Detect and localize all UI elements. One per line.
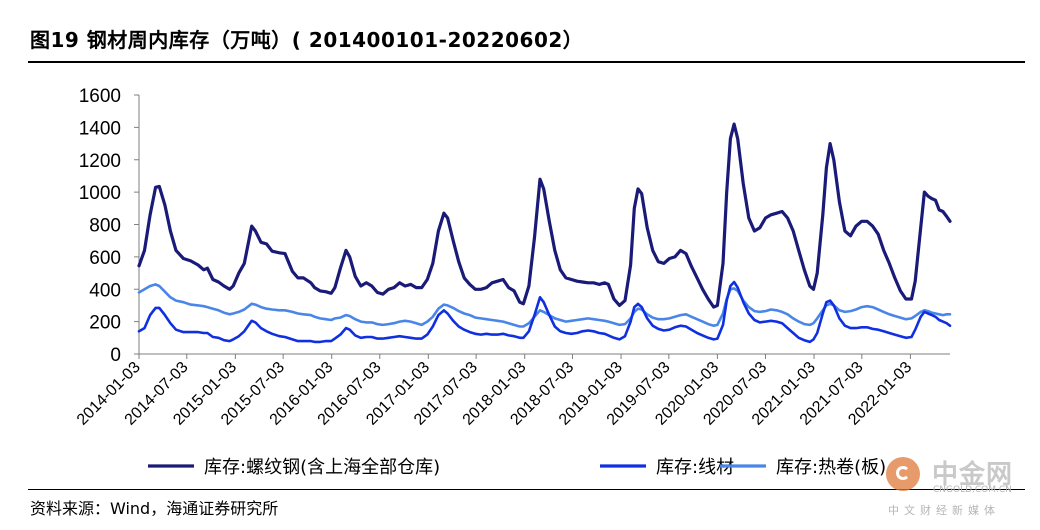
- y-tick-label: 1200: [79, 151, 121, 172]
- source-note: 资料来源：Wind，海通证券研究所: [30, 499, 279, 518]
- y-tick-label: 1000: [79, 183, 121, 204]
- footer-divider: [28, 489, 1025, 490]
- chart-axes: [138, 95, 950, 355]
- series-line-3: [137, 283, 952, 328]
- x-axis-ticks: 2014-01-032014-07-032015-01-032015-07-03…: [74, 354, 915, 429]
- y-axis-ticks: 0 200 400 600 800 1000 1200 1400 1600: [79, 86, 139, 366]
- chart-series: [137, 122, 952, 344]
- watermark-name: 中金网: [932, 460, 1014, 490]
- legend-label-3: 库存:热卷(板): [776, 457, 886, 478]
- y-tick-label: 0: [110, 345, 121, 366]
- line-chart: 0 200 400 600 800 1000 1200 1400 1600 2014-01-03…: [74, 86, 952, 478]
- cngold-logo-icon: [886, 457, 920, 491]
- y-tick-label: 600: [89, 248, 121, 269]
- watermark: 中金网 CNGOLD.COM.CN 中文财经新媒体: [880, 452, 1030, 522]
- legend-label-1: 库存:螺纹钢(含上海全部仓库): [204, 457, 440, 478]
- y-tick-label: 1400: [79, 118, 121, 139]
- watermark-domain: CNGOLD.COM.CN: [933, 485, 1012, 495]
- page-title: 图19 钢材周内库存（万吨）( 201400101-20220602）: [30, 28, 584, 52]
- chart-legend: 库存:螺纹钢(含上海全部仓库) 库存:线材 库存:热卷(板): [148, 457, 886, 478]
- legend-label-2: 库存:线材: [656, 457, 734, 478]
- series-line-1: [137, 122, 952, 309]
- y-tick-label: 400: [89, 280, 121, 301]
- y-tick-label: 1600: [79, 86, 121, 107]
- header-divider: [28, 61, 1025, 63]
- series-line-2: [137, 280, 952, 344]
- watermark-slogan: 中文财经新媒体: [888, 504, 1000, 517]
- y-tick-label: 200: [89, 313, 121, 334]
- y-tick-label: 800: [89, 216, 121, 237]
